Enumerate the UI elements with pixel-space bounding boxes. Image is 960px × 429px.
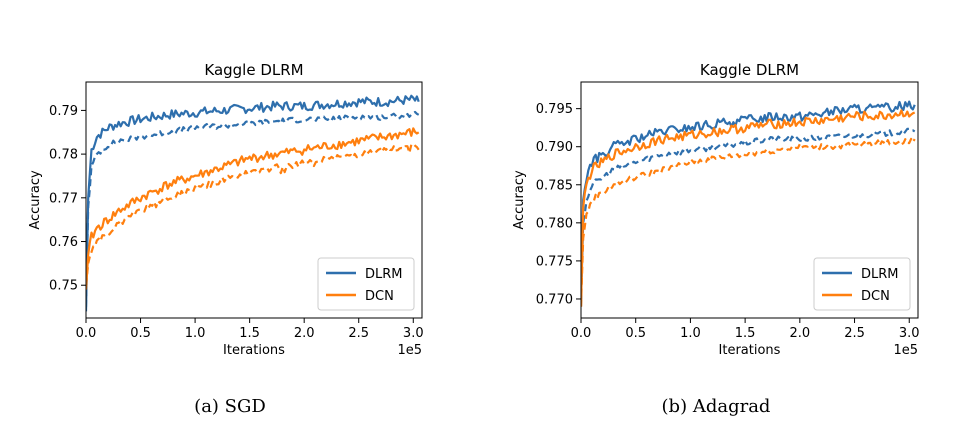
adagrad-series-group [581,100,916,307]
adagrad-y-tick-label: 0.785 [536,178,573,193]
adagrad-plot-frame [580,81,919,319]
adagrad-y-tick-label: 0.770 [536,292,573,307]
adagrad-y-tick-label: 0.795 [536,102,573,117]
adagrad-legend-box [813,257,911,311]
sgd-y-tick-label: 0.75 [49,279,78,294]
sgd-chart-title: Kaggle DLRM [204,61,303,79]
caption-adagrad: (b) Adagrad [661,396,771,417]
adagrad-y-tick-label: 0.780 [536,216,573,231]
sgd-x-multiplier-label: 1e5 [397,343,422,358]
adagrad-series-dcn-solid-line [581,109,916,307]
adagrad-series-dlrm-solid-line [581,100,916,307]
adagrad-x-tick-label: 1.5 [735,326,756,341]
sgd-plot-frame [85,81,423,319]
sgd-legend: DLRM DCN [317,257,415,311]
sgd-legend-label-dcn: DCN [365,289,394,304]
sgd-x-tick-label: 1.5 [239,326,260,341]
adagrad-x-tick-label: 0.0 [571,326,592,341]
sgd-y-axis-label: Accuracy [28,170,43,230]
chart-adagrad: Kaggle DLRM 0.0 0.5 1.0 1.5 2.0 2.5 3.0 0.770 0.7… [512,61,920,358]
sgd-x-tick-label: 3.0 [403,326,424,341]
adagrad-series-dcn-dashed-line [581,137,916,307]
sgd-y-tick-label: 0.78 [49,148,78,163]
adagrad-x-axis-label: Iterations [719,343,781,358]
adagrad-x-tick-label: 1.0 [680,326,701,341]
adagrad-x-tick-label: 2.0 [789,326,810,341]
sgd-x-tick-label: 0.0 [76,326,97,341]
sgd-y-tick-label: 0.77 [49,191,78,206]
sgd-y-tick-label: 0.76 [49,235,78,250]
sgd-series-dcn-dashed-line [86,142,420,286]
adagrad-chart-title: Kaggle DLRM [700,61,799,79]
sgd-y-tick-label: 0.79 [49,104,78,119]
sgd-legend-label-dlrm: DLRM [365,267,403,282]
sgd-series-dlrm-solid-line [86,94,420,312]
adagrad-legend: DLRM DCN [813,257,911,311]
adagrad-x-tick-label: 0.5 [625,326,646,341]
adagrad-series-dlrm-dashed-line [581,127,916,300]
sgd-x-tick-label: 1.0 [185,326,206,341]
sgd-x-tick-label: 2.0 [294,326,315,341]
adagrad-y-tick-label: 0.775 [536,254,573,269]
adagrad-x-multiplier-label: 1e5 [893,343,918,358]
caption-sgd: (a) SGD [194,396,266,417]
sgd-x-axis-label: Iterations [223,343,285,358]
adagrad-y-axis-label: Accuracy [512,170,527,230]
sgd-series-dlrm-dashed-line [86,110,420,308]
sgd-series-group [86,94,420,312]
sgd-series-dcn-solid-line [86,127,420,290]
adagrad-legend-label-dlrm: DLRM [861,267,899,282]
adagrad-x-tick-label: 2.5 [844,326,865,341]
adagrad-x-tick-label: 3.0 [899,326,920,341]
chart-sgd: Kaggle DLRM 0.0 0.5 1.0 1.5 2.0 2.5 3.0 0.75 0.76… [28,61,424,358]
adagrad-legend-label-dcn: DCN [861,289,890,304]
sgd-x-tick-label: 0.5 [130,326,151,341]
sgd-legend-box [317,257,415,311]
sgd-x-tick-label: 2.5 [348,326,369,341]
adagrad-y-tick-label: 0.790 [536,140,573,155]
